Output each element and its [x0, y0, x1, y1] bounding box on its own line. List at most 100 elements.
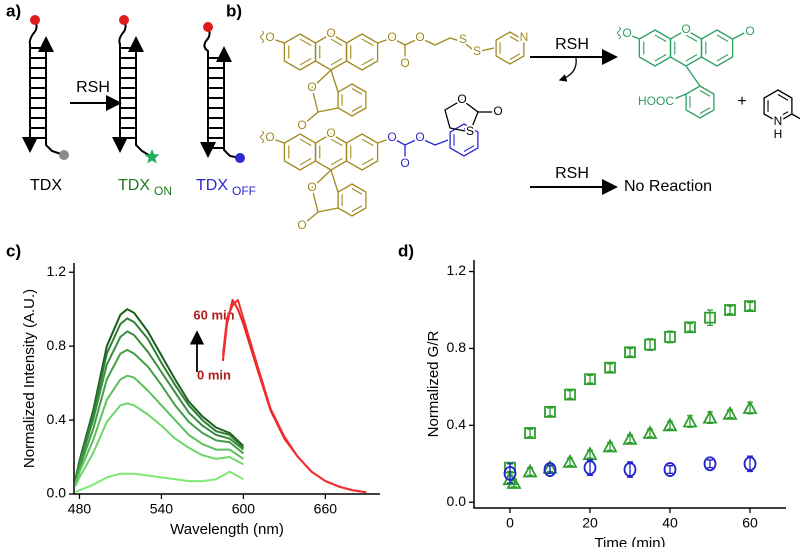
marker-triangle	[722, 405, 738, 420]
error-bar	[567, 390, 573, 400]
attachment	[260, 130, 264, 144]
bond	[377, 37, 393, 44]
marker-square	[544, 405, 556, 418]
atom-label: O	[415, 30, 424, 44]
axis-line	[473, 260, 786, 509]
y-tick-label: 0.8	[447, 339, 467, 355]
error-bar	[587, 374, 593, 384]
y-tick-label: 1.2	[47, 263, 67, 279]
atom-label: O	[326, 126, 335, 140]
double-bond	[361, 158, 374, 166]
strand	[200, 26, 216, 158]
atom-label: O	[681, 22, 690, 36]
double-bond	[777, 111, 789, 118]
bond	[303, 211, 319, 225]
bond	[462, 41, 495, 53]
double-bond	[716, 34, 729, 42]
atom-label: O	[400, 56, 409, 70]
quencher-dot	[203, 22, 213, 32]
y-tick-label: 0.8	[47, 337, 67, 353]
spectrum-line	[74, 348, 245, 484]
marker-circle	[743, 456, 757, 472]
atom-label: O	[265, 130, 274, 144]
bond	[671, 93, 687, 101]
double-bond	[699, 107, 711, 114]
x-tick-label: 480	[68, 501, 92, 517]
spectrum-line	[74, 308, 245, 480]
atom-label: S	[473, 44, 481, 58]
atom-label: O	[297, 218, 306, 232]
ring	[495, 31, 525, 65]
atom-label: O	[622, 26, 631, 40]
attachment	[617, 26, 621, 40]
x-tick-label: 20	[582, 515, 598, 531]
tdx-label: TDX	[118, 177, 150, 194]
bond	[330, 69, 339, 93]
attachment	[260, 30, 264, 44]
reagent: RSH	[555, 36, 589, 53]
bond	[685, 65, 701, 87]
marker-square	[724, 304, 736, 316]
double-bond	[777, 94, 789, 101]
y-tick-label: 0.0	[47, 485, 67, 501]
result: No Reaction	[624, 178, 712, 195]
error-bar	[547, 465, 553, 475]
double-bond	[351, 88, 363, 95]
double-bond	[361, 138, 374, 146]
bond	[311, 169, 339, 213]
ring	[449, 123, 479, 157]
atom-label: O	[387, 30, 396, 44]
marker-triangle	[602, 438, 618, 453]
panel-label: a)	[6, 1, 21, 20]
atom-label: N	[520, 30, 529, 44]
marker-triangle	[682, 413, 698, 428]
atom-label: O	[326, 26, 335, 40]
double-bond	[716, 54, 729, 62]
double-bond	[509, 53, 521, 60]
marker-circle	[663, 462, 677, 477]
error-bar	[747, 301, 753, 311]
panel-label: b)	[226, 1, 242, 20]
annotation: 0 min	[197, 367, 231, 382]
double-bond	[654, 54, 667, 62]
atom-label: S	[459, 32, 467, 46]
marker-square	[664, 330, 676, 343]
strand	[38, 36, 65, 156]
double-bond	[361, 38, 374, 46]
release-arrow	[558, 57, 577, 82]
marker-triangle	[702, 409, 718, 424]
y-tick-label: 0.0	[447, 493, 467, 509]
atom-label: O	[265, 30, 274, 44]
error-bar	[667, 330, 673, 344]
fluorophore-dot	[235, 153, 245, 163]
x-tick-label: 60	[742, 515, 758, 531]
double-bond	[330, 58, 343, 66]
atom-label: O	[387, 130, 396, 144]
bond	[791, 113, 800, 120]
marker-triangle	[522, 463, 538, 478]
reagent: RSH	[555, 165, 589, 182]
double-bond	[361, 58, 374, 66]
marker-square	[684, 321, 696, 334]
x-tick-label: 540	[150, 501, 174, 517]
atom-label: O	[415, 130, 424, 144]
atom-label: S	[466, 124, 474, 138]
spectrum-line	[74, 470, 244, 494]
error-bar	[747, 401, 753, 415]
atom-label: HOOC	[638, 94, 674, 108]
double-bond	[299, 58, 312, 66]
error-bar	[587, 459, 593, 476]
quencher-dot	[119, 15, 129, 25]
marker-triangle	[562, 453, 578, 468]
error-bar	[627, 347, 633, 357]
tdx-schemes	[22, 15, 245, 164]
ring	[685, 85, 715, 119]
error-bar	[687, 322, 693, 332]
marker-triangle	[742, 400, 758, 414]
double-bond	[299, 38, 312, 46]
atom-label: O	[307, 80, 316, 94]
marker-square	[704, 311, 716, 324]
double-bond	[509, 36, 521, 43]
